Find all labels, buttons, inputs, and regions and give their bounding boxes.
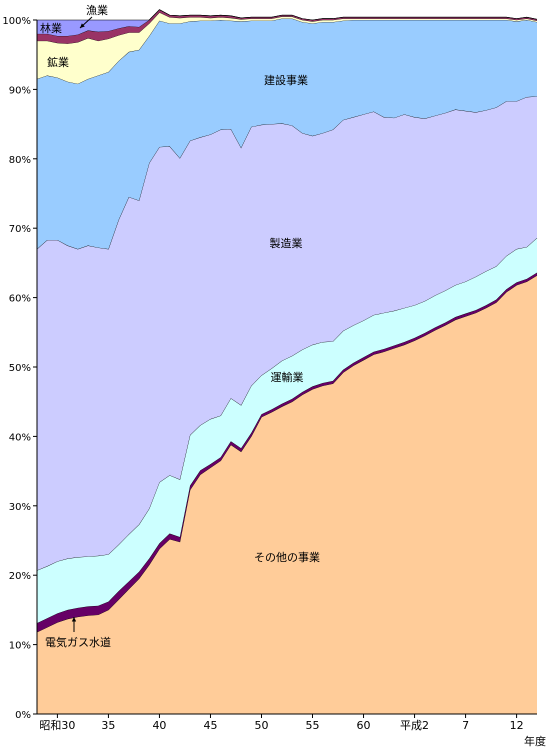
x-tick-label: 昭和30	[39, 719, 75, 732]
x-tick-label: 7	[462, 719, 469, 732]
y-tick-label: 20%	[9, 571, 31, 582]
area-電気ガス水道	[37, 272, 537, 633]
annotation-label: その他の事業	[254, 551, 320, 564]
area-series-group	[36, 9, 538, 714]
area-その他の事業	[37, 275, 537, 714]
leader-arrowhead	[71, 617, 77, 622]
annotation-label: 建設事業	[264, 73, 308, 87]
x-tick-label: 平成2	[400, 719, 429, 732]
x-tick-label: 60	[357, 719, 371, 732]
annotation-label: 林業	[40, 21, 62, 35]
annotation-label: 漁業	[86, 3, 108, 17]
y-tick-label: 80%	[9, 155, 31, 166]
y-tick-label: 90%	[9, 85, 31, 96]
area-運輸業	[37, 237, 537, 624]
area-boundary-漁業	[37, 9, 538, 21]
annotation-label: 運輸業	[271, 370, 304, 384]
y-tick-label: 40%	[9, 432, 31, 443]
area-boundary-運輸業	[36, 237, 538, 571]
area-製造業	[37, 96, 537, 571]
y-tick-label: 0%	[15, 710, 31, 721]
area-鉱業	[37, 12, 537, 84]
area-建設事業	[37, 18, 537, 250]
y-tick-label: 70%	[9, 224, 31, 235]
x-tick-label: 45	[203, 719, 217, 732]
area-漁業	[37, 9, 537, 36]
x-tick-label: 55	[306, 719, 320, 732]
annotation-label: 電気ガス水道	[45, 635, 111, 649]
y-tick-label: 100%	[2, 16, 31, 27]
axes-group: 0% 10% 20% 30% 40% 50% 60% 70% 80% 90% 100% 昭和30 35 4…	[2, 16, 546, 748]
area-林業	[37, 9, 537, 44]
y-tick-label: 30%	[9, 502, 31, 513]
x-axis-label: 年度	[524, 734, 546, 748]
x-tick-label: 35	[101, 719, 115, 732]
y-tick-label: 10%	[9, 641, 31, 652]
x-tick-label: 40	[152, 719, 166, 732]
annotation-label: 製造業	[270, 236, 303, 250]
annotation-label: 鉱業	[47, 55, 69, 69]
x-tick-label: 50	[254, 719, 268, 732]
y-tick-label: 60%	[9, 294, 31, 305]
leader-arrowhead	[80, 23, 85, 28]
y-tick-label: 50%	[9, 363, 31, 374]
x-tick-label: 12	[510, 719, 524, 732]
